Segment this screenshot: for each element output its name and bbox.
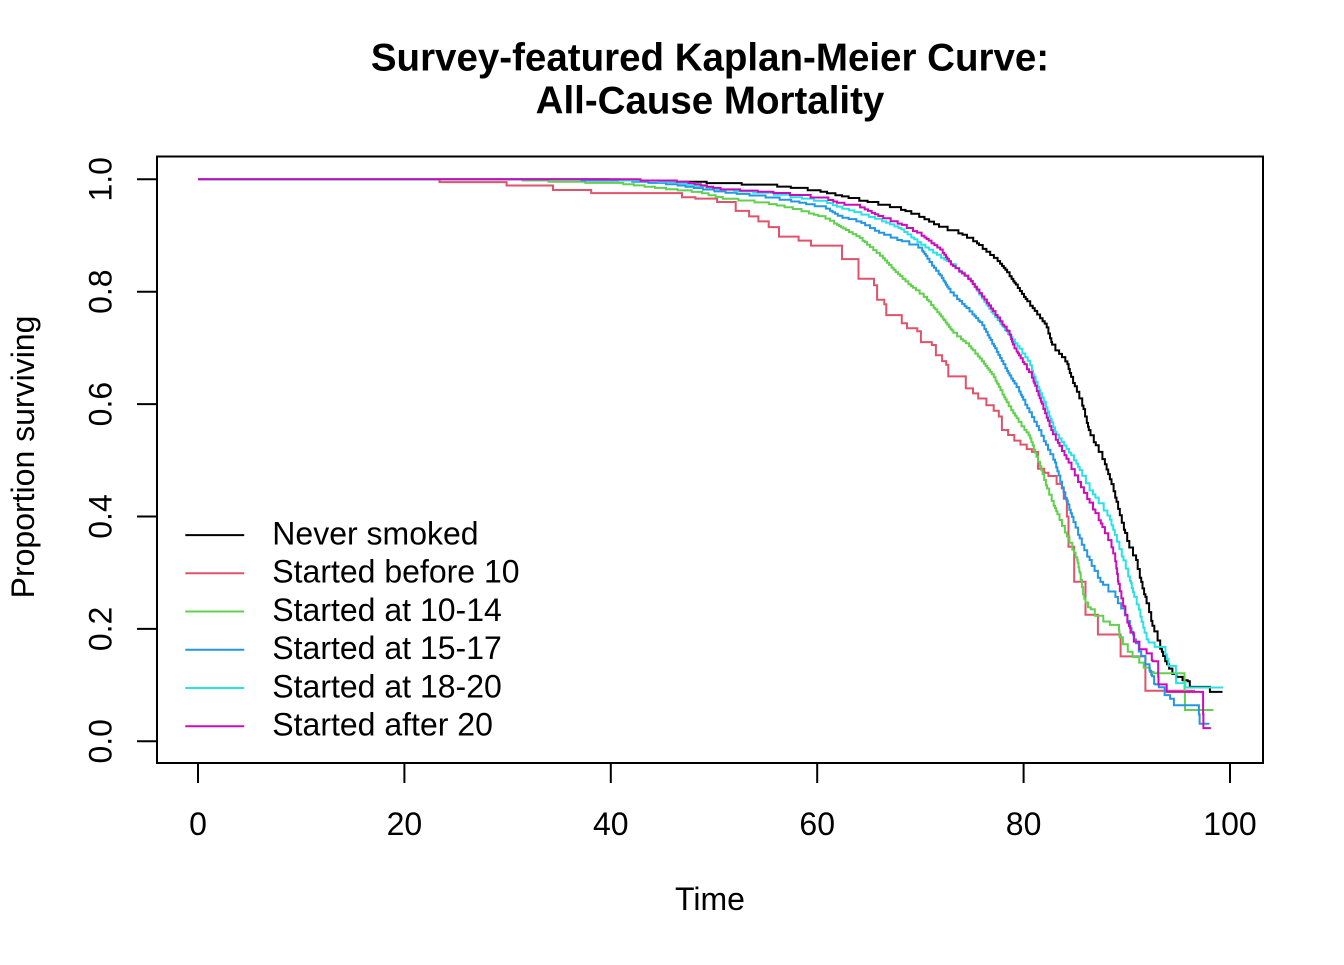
svg-text:Started after 20: Started after 20 <box>272 707 493 743</box>
svg-text:Time: Time <box>675 881 745 917</box>
svg-text:0.6: 0.6 <box>83 382 119 426</box>
svg-text:Started at 18-20: Started at 18-20 <box>272 668 501 704</box>
svg-text:40: 40 <box>593 806 629 842</box>
svg-text:Started before 10: Started before 10 <box>272 554 519 590</box>
svg-text:Proportion surviving: Proportion surviving <box>5 316 41 599</box>
svg-text:100: 100 <box>1203 806 1256 842</box>
svg-text:0: 0 <box>189 806 207 842</box>
svg-text:Started at 15-17: Started at 15-17 <box>272 630 501 666</box>
svg-text:Started at 10-14: Started at 10-14 <box>272 592 501 628</box>
svg-text:1.0: 1.0 <box>83 157 119 201</box>
svg-text:0.4: 0.4 <box>83 494 119 538</box>
svg-text:0.0: 0.0 <box>83 719 119 763</box>
svg-text:0.2: 0.2 <box>83 607 119 651</box>
svg-text:0.8: 0.8 <box>83 269 119 313</box>
svg-text:Survey-featured Kaplan-Meier C: Survey-featured Kaplan-Meier Curve: <box>371 37 1049 80</box>
svg-text:All-Cause Mortality: All-Cause Mortality <box>536 80 885 123</box>
svg-text:60: 60 <box>799 806 835 842</box>
svg-text:80: 80 <box>1006 806 1042 842</box>
svg-text:Never smoked: Never smoked <box>272 516 478 552</box>
svg-text:20: 20 <box>387 806 423 842</box>
